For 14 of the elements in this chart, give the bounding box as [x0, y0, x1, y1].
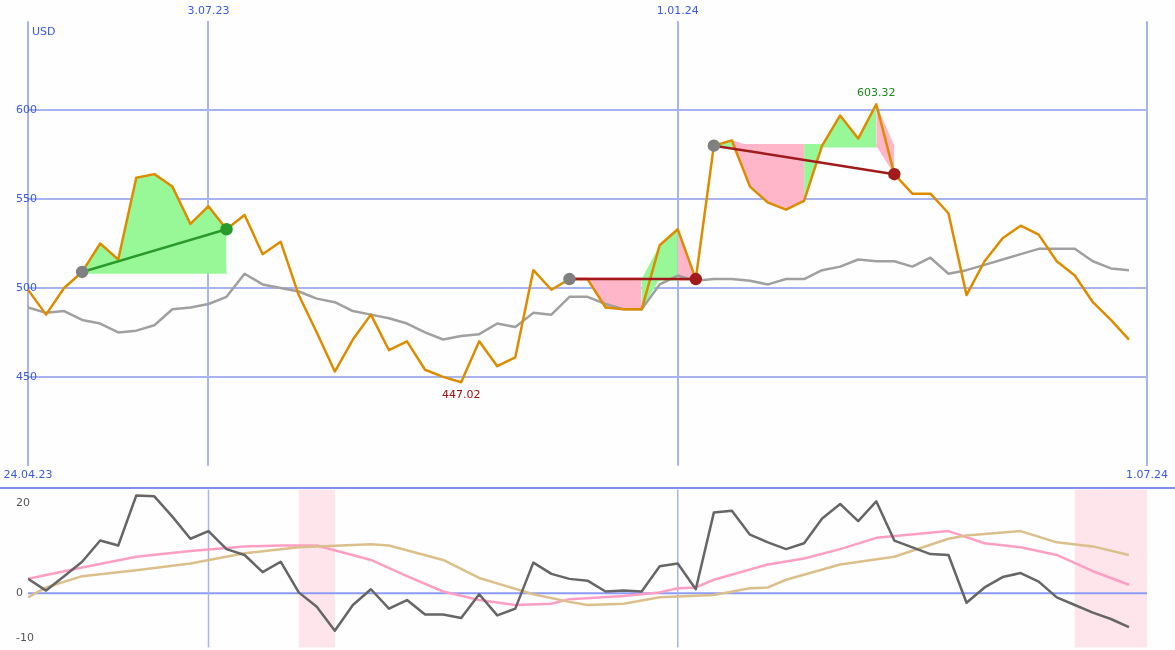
y-tick-label: 500 [16, 280, 37, 294]
y-tick-label: 450 [16, 369, 37, 383]
x-tick-label: 24.04.23 [3, 468, 53, 482]
y-tick-label: -10 [16, 631, 34, 645]
x2-tick-label: 1.01.24 [656, 4, 699, 18]
annotation: 603.32 [857, 86, 896, 100]
annotation: 447.02 [441, 388, 481, 402]
x2-tick-label: 3.07.23 [187, 4, 230, 18]
y-tick-label: 600 [16, 102, 37, 116]
y-tick-label: 0 [16, 586, 23, 600]
y-axis-title: USD [32, 25, 56, 39]
x-tick-label: 1.07.24 [1126, 468, 1168, 482]
y-tick-label: 20 [16, 495, 30, 509]
y-tick-label: 550 [16, 191, 37, 205]
